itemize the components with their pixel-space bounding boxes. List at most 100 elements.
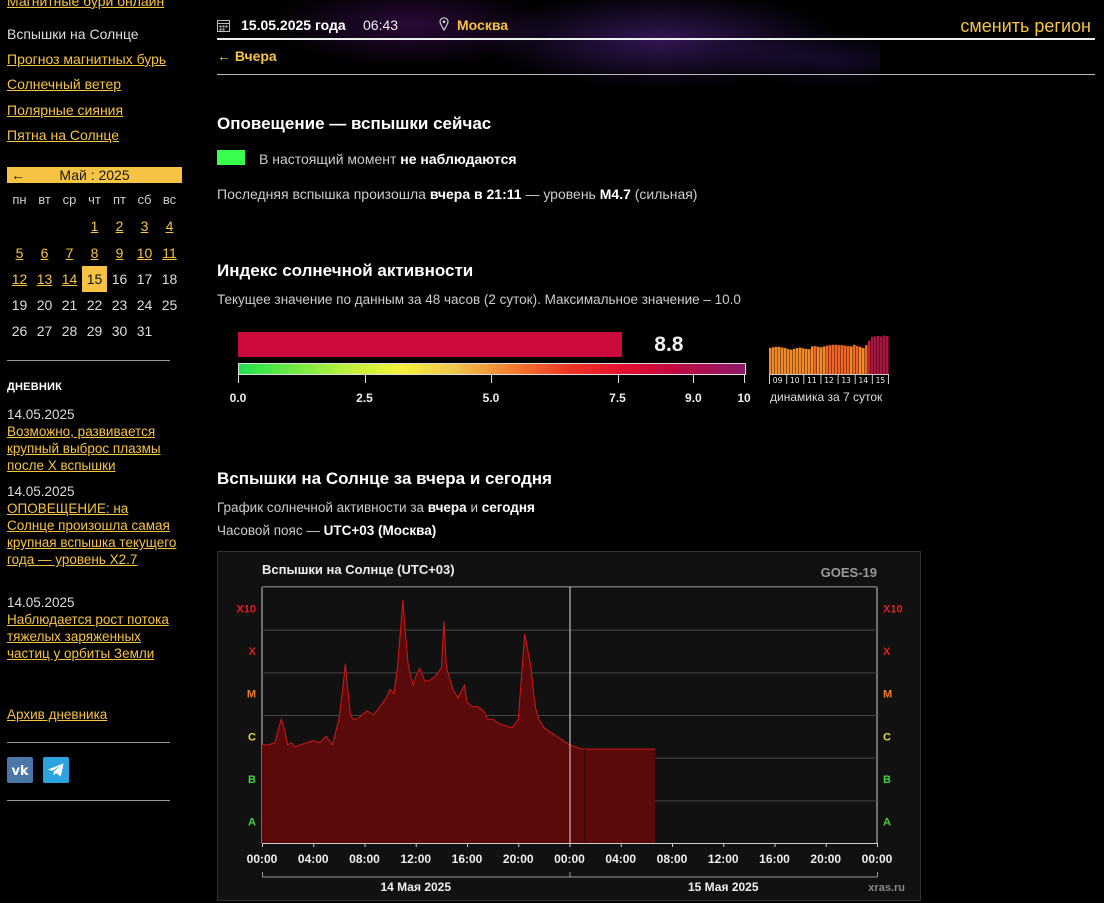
calendar-day-link[interactable]: 8 <box>90 244 99 261</box>
index-value: 8.8 <box>654 333 684 356</box>
flares-desc-today: сегодня <box>481 500 535 515</box>
calendar-day-link[interactable]: 4 <box>165 218 174 235</box>
chart-x-tick-label: 08:00 <box>349 852 380 866</box>
chart-watermark: xras.ru <box>868 882 905 894</box>
calendar-empty-cell <box>7 213 32 239</box>
index-trend-bar <box>883 335 886 374</box>
svg-text:vk: vk <box>11 764 28 777</box>
top-bar: 15.05.2025 года 06:43 Москва сменить рег… <box>217 14 1095 40</box>
current-date: 15.05.2025 года <box>241 17 346 33</box>
flares-desc-prefix: График солнечной активности за <box>217 500 425 515</box>
calendar-day: 5 <box>7 240 32 266</box>
index-scale-tick <box>491 374 492 383</box>
index-trend-day-label: 11 <box>807 376 817 385</box>
alert-status-prefix: В настоящий момент <box>259 151 397 167</box>
calendar-day-link[interactable]: 12 <box>11 270 28 287</box>
sidebar-nav-item[interactable]: Прогноз магнитных бурь <box>7 51 167 67</box>
index-trend-bar <box>784 348 787 374</box>
calendar-day-link[interactable]: 9 <box>115 244 124 261</box>
calendar-empty-cell <box>57 213 82 239</box>
calendar-day-link[interactable]: 7 <box>65 244 74 261</box>
index-scale-label: 5.0 <box>482 391 500 405</box>
calendar-day: 25 <box>161 297 178 314</box>
index-trend-bar <box>769 348 772 374</box>
index-trend-bar <box>799 347 802 374</box>
chart-x-tick-label: 00:00 <box>862 852 893 866</box>
index-trend-bar <box>847 346 850 374</box>
calendar-weekday: пн <box>12 192 27 207</box>
telegram-button[interactable] <box>43 757 69 783</box>
index-trend-bar <box>844 345 847 374</box>
chart-y-label-right: C <box>883 731 891 743</box>
sidebar-nav-item[interactable]: Магнитные бури онлайн <box>7 0 165 9</box>
chart-line <box>262 599 656 750</box>
chart-y-label-left: X <box>249 646 257 658</box>
vk-button[interactable]: vk <box>7 757 33 783</box>
index-scale-tick <box>693 374 695 383</box>
last-flare-info: Последняя вспышка произошла вчера в 21:1… <box>217 186 697 202</box>
chart-x-tick-label: 04:00 <box>605 852 636 866</box>
index-scale-tick <box>744 374 745 383</box>
index-trend-bar <box>778 346 781 374</box>
change-region-link[interactable]: сменить регион <box>960 16 1091 36</box>
calendar-day: 16 <box>111 270 128 287</box>
index-scale-label: 10 <box>737 391 751 405</box>
index-trend-bar <box>793 348 796 374</box>
location-pin-icon <box>439 17 449 31</box>
calendar-day-link[interactable]: 6 <box>40 244 49 261</box>
index-trend-bar <box>862 348 865 374</box>
last-flare-when: вчера в 21:11 <box>429 186 522 202</box>
calendar-empty-cell <box>157 318 182 344</box>
calendar-day-link[interactable]: 10 <box>136 244 153 261</box>
index-trend-bar <box>787 349 790 374</box>
calendar-day-link[interactable]: 11 <box>162 244 177 261</box>
calendar-day: 20 <box>36 297 53 314</box>
vk-icon: vk <box>11 764 28 777</box>
calendar-day: 23 <box>111 297 128 314</box>
calendar-day: 26 <box>11 323 28 340</box>
timezone-info: Часовой пояс — UTC+03 (Москва) <box>217 523 436 538</box>
calendar-day: 22 <box>86 297 103 314</box>
diary-link[interactable]: ОПОВЕЩЕНИЕ: на Солнце произошла самая кр… <box>7 501 177 567</box>
calendar-grid: пн вт ср чт пт сб вс 1 2 3 4 5 6 7 8 9 10 11 12 13 14 15 16 17 1… <box>7 187 182 345</box>
flare-chart: Вспышки на Солнце (UTC+03) GOES-19 A A B B C C M… <box>217 551 921 901</box>
index-trend-bar <box>874 336 877 374</box>
calendar-day: 8 <box>82 240 107 266</box>
index-scale <box>238 363 746 375</box>
calendar-day: 7 <box>57 240 82 266</box>
diary-archive-link[interactable]: Архив дневника <box>7 707 108 722</box>
sidebar-nav-item[interactable]: Пятна на Солнце <box>7 127 120 143</box>
calendar: ← Май : 2025 пн вт ср чт пт сб вс 1 2 3 4 5 6 7 8 9 10 11… <box>7 167 182 345</box>
index-trend-day-label: 15 <box>876 376 886 385</box>
sidebar-nav-item[interactable]: Полярные сияния <box>7 102 124 118</box>
calendar-weekday: чт <box>88 192 101 207</box>
calendar-day-link[interactable]: 14 <box>61 270 78 287</box>
index-scale-tick <box>364 374 366 383</box>
calendar-day-link[interactable]: 1 <box>90 218 99 235</box>
calendar-day-link[interactable]: 3 <box>140 218 149 235</box>
index-trend-day-label: 14 <box>859 376 869 385</box>
index-trend-bar <box>850 346 853 374</box>
chart-y-label-right: A <box>883 817 891 829</box>
diary-link[interactable]: Наблюдается рост потока тяжелых заряженн… <box>7 612 169 661</box>
calendar-prev-button[interactable]: ← <box>11 167 25 183</box>
sidebar-nav-item[interactable]: Солнечный ветер <box>7 76 122 92</box>
flares-description: График солнечной активности за вчера и с… <box>217 500 535 515</box>
calendar-day-link[interactable]: 13 <box>36 270 53 287</box>
calendar-day-link[interactable]: 5 <box>15 244 24 261</box>
index-trend-bar <box>781 347 784 374</box>
calendar-day-link[interactable]: 2 <box>115 218 124 235</box>
index-trend-chart: 09 10 11 12 13 14 15 <box>769 334 895 391</box>
diary-link[interactable]: Возможно, развивается крупный выброс пла… <box>7 424 161 473</box>
calendar-day: 24 <box>136 297 153 314</box>
index-scale-label: 0.0 <box>229 391 247 405</box>
index-trend-bar <box>808 349 811 374</box>
city-name[interactable]: Москва <box>457 17 509 33</box>
index-trend-bar <box>853 344 856 374</box>
index-title: Индекс солнечной активности <box>217 261 474 280</box>
index-trend-bar <box>826 345 829 374</box>
yesterday-link[interactable]: ← Вчера <box>217 48 277 64</box>
last-flare-level: M4.7 <box>599 186 631 202</box>
last-flare-prefix: Последняя вспышка произошла <box>217 186 426 202</box>
chart-y-label-left: C <box>248 731 256 743</box>
